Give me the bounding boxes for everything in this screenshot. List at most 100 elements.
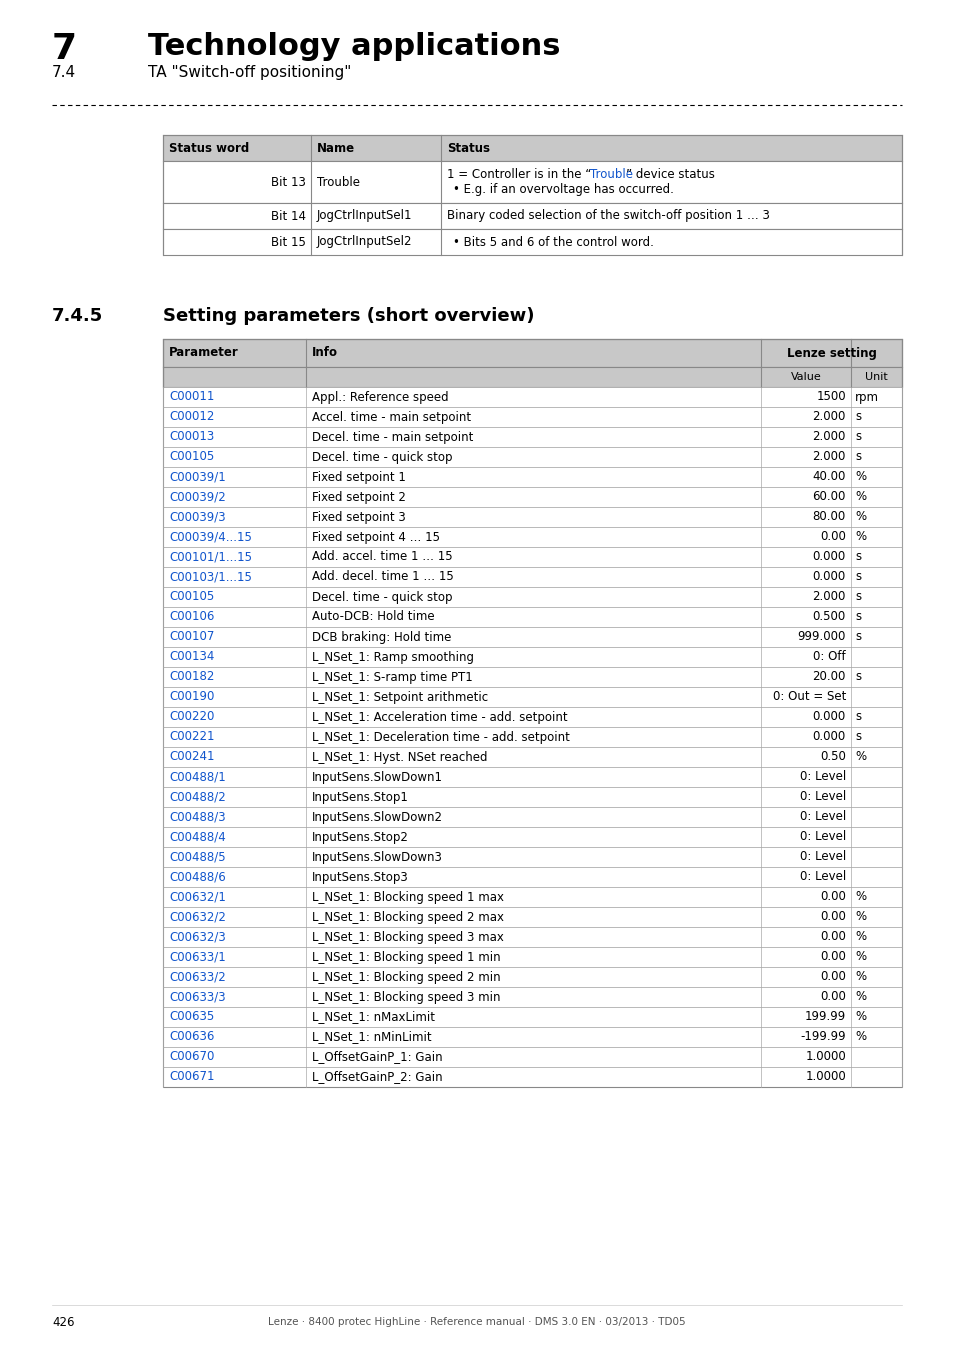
Text: Fixed setpoint 2: Fixed setpoint 2	[312, 490, 405, 504]
Text: s: s	[854, 451, 861, 463]
Bar	[163, 767, 901, 787]
Text: L_NSet_1: nMaxLimit: L_NSet_1: nMaxLimit	[312, 1011, 435, 1023]
Bar	[163, 587, 901, 608]
Bar	[163, 687, 901, 707]
Text: C00241: C00241	[169, 751, 214, 764]
Text: 0.000: 0.000	[812, 551, 845, 563]
Bar	[163, 135, 901, 161]
Text: InputSens.SlowDown2: InputSens.SlowDown2	[312, 810, 442, 824]
Bar	[163, 567, 901, 587]
Text: L_NSet_1: Blocking speed 2 min: L_NSet_1: Blocking speed 2 min	[312, 971, 500, 984]
Text: Decel. time - quick stop: Decel. time - quick stop	[312, 451, 452, 463]
Text: 0.00: 0.00	[820, 971, 845, 984]
Text: 0.00: 0.00	[820, 531, 845, 544]
Text: DCB braking: Hold time: DCB braking: Hold time	[312, 630, 451, 644]
Text: s: s	[854, 410, 861, 424]
Bar	[163, 987, 901, 1007]
Text: C00190: C00190	[169, 690, 214, 703]
Text: Status: Status	[447, 142, 490, 154]
Text: C00488/2: C00488/2	[169, 791, 226, 803]
Text: %: %	[854, 510, 865, 524]
Text: 0.000: 0.000	[812, 571, 845, 583]
Text: Auto-DCB: Hold time: Auto-DCB: Hold time	[312, 610, 435, 624]
Bar	[163, 807, 901, 828]
Text: %: %	[854, 1030, 865, 1044]
Text: %: %	[854, 471, 865, 483]
Text: %: %	[854, 971, 865, 984]
Text: C00105: C00105	[169, 451, 214, 463]
Text: Setting parameters (short overview): Setting parameters (short overview)	[163, 306, 534, 325]
Bar	[163, 339, 901, 367]
Text: Add. accel. time 1 … 15: Add. accel. time 1 … 15	[312, 551, 452, 563]
Text: C00635: C00635	[169, 1011, 214, 1023]
Text: 0: Level: 0: Level	[799, 791, 845, 803]
Bar	[163, 707, 901, 728]
Text: s: s	[854, 630, 861, 644]
Text: -199.99: -199.99	[800, 1030, 845, 1044]
Text: 0: Level: 0: Level	[799, 871, 845, 883]
Text: L_NSet_1: Setpoint arithmetic: L_NSet_1: Setpoint arithmetic	[312, 690, 488, 703]
Text: %: %	[854, 490, 865, 504]
Text: C00106: C00106	[169, 610, 214, 624]
Text: 7: 7	[52, 32, 77, 66]
Text: rpm: rpm	[854, 390, 878, 404]
Text: s: s	[854, 671, 861, 683]
Bar	[163, 467, 901, 487]
Text: 1500: 1500	[816, 390, 845, 404]
Text: Fixed setpoint 4 … 15: Fixed setpoint 4 … 15	[312, 531, 439, 544]
Text: C00220: C00220	[169, 710, 214, 724]
Text: 199.99: 199.99	[804, 1011, 845, 1023]
Text: 0: Level: 0: Level	[799, 810, 845, 824]
Bar	[163, 747, 901, 767]
Text: C00670: C00670	[169, 1050, 214, 1064]
Text: s: s	[854, 710, 861, 724]
Text: C00039/1: C00039/1	[169, 471, 226, 483]
Text: %: %	[854, 891, 865, 903]
Bar	[163, 787, 901, 807]
Text: JogCtrlInputSel2: JogCtrlInputSel2	[316, 235, 412, 248]
Text: %: %	[854, 531, 865, 544]
Bar	[163, 508, 901, 526]
Text: Bit 15: Bit 15	[271, 235, 306, 248]
Text: Trouble: Trouble	[316, 176, 359, 189]
Text: C00103/1...15: C00103/1...15	[169, 571, 252, 583]
Bar	[163, 427, 901, 447]
Text: C00632/2: C00632/2	[169, 910, 226, 923]
Text: Fixed setpoint 3: Fixed setpoint 3	[312, 510, 405, 524]
Text: Bit 14: Bit 14	[271, 209, 306, 223]
Text: %: %	[854, 751, 865, 764]
Text: 7.4: 7.4	[52, 65, 76, 80]
Text: L_NSet_1: Hyst. NSet reached: L_NSet_1: Hyst. NSet reached	[312, 751, 487, 764]
Text: %: %	[854, 991, 865, 1003]
Text: C00134: C00134	[169, 651, 214, 663]
Text: C00105: C00105	[169, 590, 214, 603]
Text: • E.g. if an overvoltage has occurred.: • E.g. if an overvoltage has occurred.	[453, 184, 673, 197]
Text: %: %	[854, 910, 865, 923]
Text: 80.00: 80.00	[812, 510, 845, 524]
Bar	[163, 447, 901, 467]
Bar	[163, 946, 901, 967]
Text: C00012: C00012	[169, 410, 214, 424]
Text: C00633/1: C00633/1	[169, 950, 226, 964]
Text: 0: Off: 0: Off	[813, 651, 845, 663]
Text: Name: Name	[316, 142, 355, 154]
Text: Trouble: Trouble	[589, 167, 633, 181]
Text: Bit 13: Bit 13	[271, 176, 306, 189]
Text: 0: Level: 0: Level	[799, 771, 845, 783]
Text: L_NSet_1: Blocking speed 3 min: L_NSet_1: Blocking speed 3 min	[312, 991, 500, 1003]
Text: 60.00: 60.00	[812, 490, 845, 504]
Text: L_OffsetGainP_2: Gain: L_OffsetGainP_2: Gain	[312, 1071, 442, 1084]
Text: Technology applications: Technology applications	[148, 32, 560, 61]
Text: 0.00: 0.00	[820, 910, 845, 923]
Text: Status word: Status word	[169, 142, 249, 154]
Bar	[163, 887, 901, 907]
Text: 2.000: 2.000	[812, 410, 845, 424]
Bar	[163, 339, 901, 1087]
Bar	[163, 626, 901, 647]
Text: 2.000: 2.000	[812, 451, 845, 463]
Text: C00011: C00011	[169, 390, 214, 404]
Text: InputSens.SlowDown3: InputSens.SlowDown3	[312, 850, 442, 864]
Text: C00633/3: C00633/3	[169, 991, 226, 1003]
Text: 0.00: 0.00	[820, 891, 845, 903]
Text: Parameter: Parameter	[169, 347, 238, 359]
